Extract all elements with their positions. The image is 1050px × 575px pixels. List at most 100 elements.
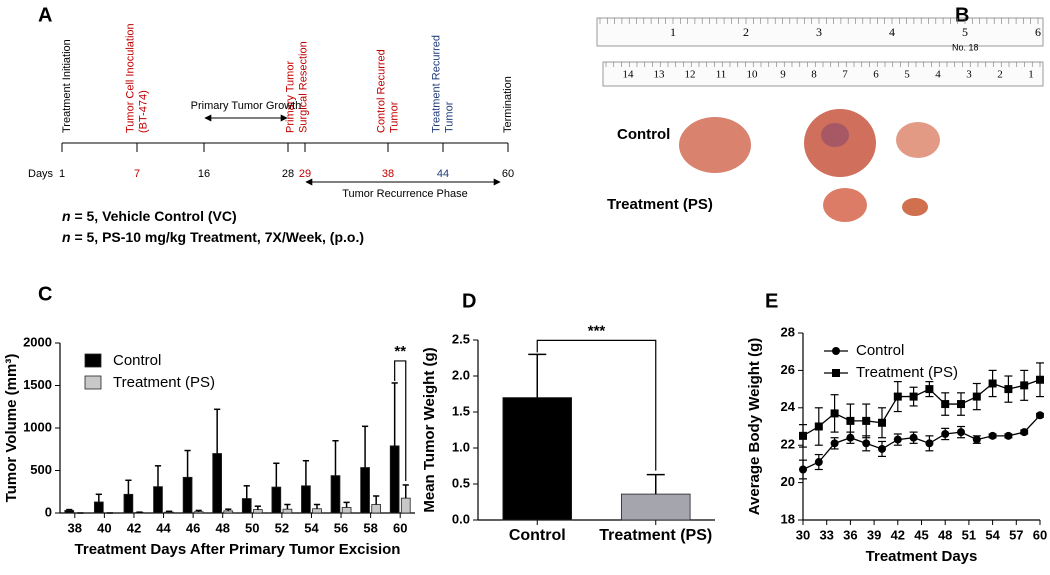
bar [93,501,104,514]
marker [878,418,886,427]
tumor-detail [821,123,849,147]
day-number: 38 [382,168,394,180]
x-tick-label: 38 [68,520,82,535]
error-bar [646,473,665,495]
x-tick-label: 54 [304,520,319,535]
marker [941,400,950,409]
day-number: 29 [299,168,311,180]
marker [862,439,871,448]
event-text: Tumor [388,101,400,133]
marker [988,379,997,388]
ruler [596,17,1044,47]
y-axis-label: Average Body Weight (g) [746,338,763,516]
error-bar [214,408,221,454]
marker [830,409,839,418]
bar [371,504,382,514]
bar [223,510,234,514]
marker [862,416,871,425]
ruler-number: 4 [935,69,941,81]
ruler-number: 3 [816,25,822,39]
x-tick-label: 42 [891,527,905,542]
day-number: 28 [282,168,294,180]
y-tick-label: 20 [781,474,795,489]
tumor [679,117,751,173]
days-label: Days [28,168,54,180]
event-text: Control Recurred [375,49,387,133]
ruler-number: 10 [747,69,759,81]
marker [925,439,934,448]
note-n: n [62,229,71,245]
bar [330,475,341,514]
legend-marker [832,347,840,355]
error-bar [302,459,310,486]
ruler-number: 1 [670,25,676,39]
y-tick-label: 1.0 [452,439,470,454]
y-tick-label: 1000 [23,419,52,434]
panel-letter: C [38,283,52,305]
marker [893,392,902,401]
error-bar [66,508,73,511]
x-tick-label: 60 [1033,527,1047,542]
bar [253,509,263,514]
event-label: Termination [502,76,514,133]
x-tick-label: 57 [1009,527,1023,542]
panel-letter: B [955,4,969,26]
marker [1020,428,1029,437]
row-label: Control [617,126,670,143]
x-tick-label: 48 [938,527,952,542]
error-bar [332,440,339,476]
x-tick-label: 44 [156,520,171,535]
marker [830,439,839,448]
error-bar [402,484,409,499]
ruler-number: 6 [873,69,879,81]
event-label: Primary Tumor Surgical Resection [284,41,309,133]
event-text: Tumor Cell Inoculation [124,23,136,133]
note-text: = 5, PS-10 mg/kg Treatment, 7X/Week, (p.… [71,229,364,245]
y-tick-label: 26 [781,362,795,377]
x-tick-label: 45 [914,527,928,542]
event-text: Surgical Resection [297,41,309,133]
x-tick-label: 56 [334,520,348,535]
y-axis-label: Tumor Volume (mm³) [3,354,20,503]
legend-swatch [84,375,102,390]
error-bar [154,465,162,487]
ruler-number: 1 [1028,69,1034,81]
error-bar [284,503,291,510]
error-bar [361,425,369,468]
ruler-number: 5 [962,25,968,39]
legend-label: Control [856,342,904,359]
ruler-number: 7 [842,69,848,81]
y-tick-label: 0.0 [452,511,470,526]
y-tick-label: 1500 [23,377,52,392]
marker [972,392,981,401]
tumor [902,198,928,216]
tumor [896,122,940,158]
bar [212,453,222,514]
bar [241,498,252,514]
error-bar [343,501,350,508]
y-tick-label: 22 [781,437,795,452]
error-bar [313,503,321,509]
ruler-number: 13 [654,69,666,81]
marker [846,416,855,425]
significance-label: ** [394,343,406,360]
x-tick-label: 48 [215,520,229,535]
marker [814,422,823,431]
event-text: Primary Tumor [284,61,296,133]
legend-label: Treatment (PS) [113,374,215,391]
marker [878,444,886,453]
bar [360,467,370,514]
ruler-number: 2 [743,25,749,39]
bar [312,508,322,514]
error-bar [184,449,191,478]
bar [164,511,174,514]
legend-label: Control [113,352,161,369]
marker [799,431,807,440]
bar [271,486,282,514]
marker [1004,431,1013,440]
significance-bracket [536,339,657,471]
ruler-number: 4 [889,25,895,39]
x-tick-label: 33 [819,527,833,542]
y-tick-label: 2.5 [452,331,470,346]
x-tick-label: 58 [363,520,377,535]
